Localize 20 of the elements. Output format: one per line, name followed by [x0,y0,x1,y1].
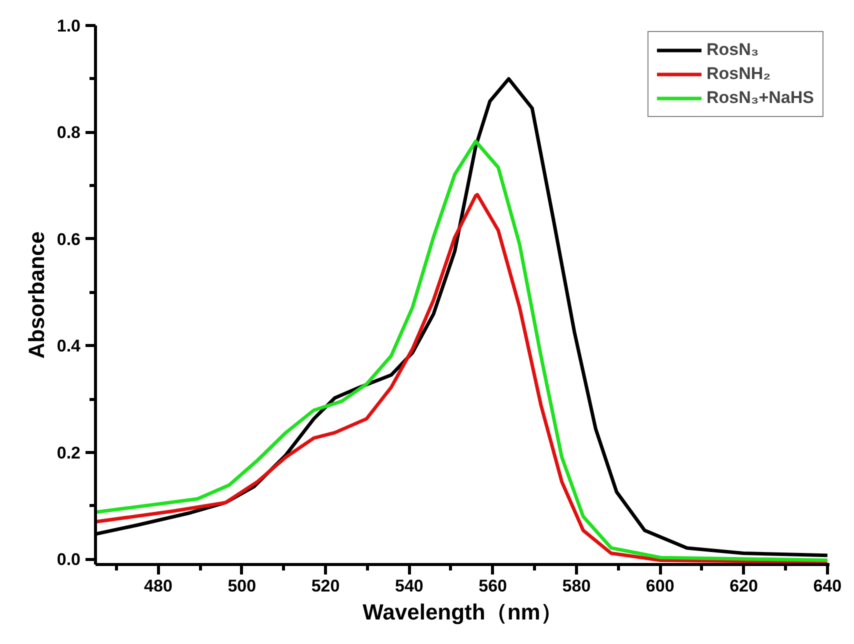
y-tick-label: 0.2 [56,443,81,462]
x-tick-label: 640 [813,576,842,596]
x-tick-label: 600 [646,576,674,596]
x-tick-label: 480 [144,576,172,596]
y-tick-label: 0.0 [56,550,81,570]
y-tick-label: 0.4 [56,336,82,356]
y-tick-label: 1.0 [56,16,81,36]
x-tick-label: 500 [228,576,256,596]
x-tick-label: 520 [311,576,340,596]
x-axis-title: Wavelength（nm） [362,600,562,624]
y-axis-title: Absorbance [24,231,49,359]
y-tick-label: 0.6 [56,230,81,249]
x-tick-label: 620 [730,576,758,596]
legend-label: RosN₃ [706,40,759,60]
y-tick-label: 0.8 [56,123,81,142]
legend-label: RosN₃+NaHS [706,88,814,108]
x-tick-label: 540 [394,576,424,596]
x-tick-label: 580 [562,576,591,596]
legend-label: RosNH₂ [706,64,771,84]
x-tick-label: 560 [478,576,508,596]
